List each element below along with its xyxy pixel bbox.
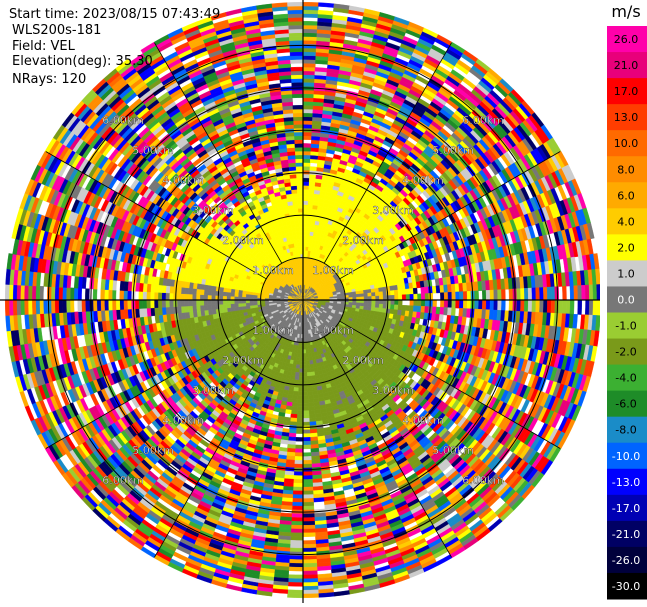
azimuth-spoke — [323, 42, 452, 264]
range-ring-label: 1.00km — [252, 324, 294, 337]
colorbar-tick-label: 21.0 — [614, 59, 639, 72]
range-ring-label: 6.00km — [102, 114, 144, 127]
range-ring-label: 2.00km — [222, 234, 264, 247]
azimuth-spoke — [45, 320, 267, 449]
range-ring-label: 1.00km — [312, 264, 354, 277]
colorbar-swatch — [607, 442, 647, 470]
range-ring-label: 3.00km — [192, 204, 234, 217]
colorbar-tick-label: -10.0 — [612, 450, 640, 463]
colorbar-tick-label: 2.0 — [617, 241, 635, 254]
colorbar-tick-label: -21.0 — [612, 528, 640, 541]
azimuth-spoke — [339, 151, 561, 280]
colorbar-swatch — [607, 104, 647, 131]
colorbar-swatch — [607, 182, 647, 209]
colorbar-swatch — [607, 546, 647, 574]
colorbar-tick-label: 4.0 — [617, 215, 635, 228]
colorbar-tick-label: 6.0 — [617, 189, 635, 202]
colorbar-tick-label: -17.0 — [612, 502, 640, 515]
azimuth-spoke — [339, 320, 561, 449]
range-ring-labels: 1.00km 1.00km 1.00km 1.00km 2.00km 2.00km 2.00… — [102, 114, 504, 487]
colorbar-swatch — [607, 520, 647, 548]
range-ring-label: 1.00km — [252, 264, 294, 277]
colorbar-swatch — [607, 572, 647, 600]
colorbar-swatch — [607, 208, 647, 235]
azimuth-spoke — [154, 336, 283, 558]
colorbar-unit-label: m/s — [611, 2, 640, 21]
colorbar-tick-labels: 26.0 21.0 17.0 13.0 10.0 8.0 6.0 4.0 2.0 1.0 0.0 -1… — [612, 33, 640, 593]
colorbar-tick-label: -26.0 — [612, 554, 640, 567]
range-ring-label: 5.00km — [432, 144, 474, 157]
colorbar-swatch — [607, 130, 647, 157]
colorbar-tick-label: 0.0 — [617, 293, 635, 306]
colorbar-swatch — [607, 312, 647, 340]
range-ring-label: 4.00km — [402, 414, 444, 427]
range-ring-label: 2.00km — [222, 354, 264, 367]
colorbar-swatch — [607, 156, 647, 183]
elevation-label: Elevation(deg): 35.30 — [12, 54, 153, 69]
range-ring-label: 5.00km — [132, 144, 174, 157]
colorbar-tick-label: -2.0 — [615, 346, 636, 359]
colorbar-tick-label: -13.0 — [612, 476, 640, 489]
colorbar-swatch — [607, 286, 647, 313]
colorbar-tick-label: 13.0 — [614, 111, 639, 124]
azimuth-spoke — [323, 336, 452, 558]
colorbar-tick-label: -30.0 — [612, 580, 640, 593]
azimuth-spoke — [154, 42, 283, 264]
field-label: Field: VEL — [12, 39, 75, 54]
range-ring-label: 3.00km — [192, 384, 234, 397]
nrays-label: NRays: 120 — [12, 72, 87, 87]
colorbar-tick-label: -8.0 — [615, 424, 636, 437]
colorbar-swatch — [607, 390, 647, 418]
range-ring-label: 6.00km — [102, 474, 144, 487]
range-ring-label: 5.00km — [432, 444, 474, 457]
colorbar-swatch — [607, 494, 647, 522]
velocity-colorbar: m/s 26.0 21.0 17.0 13.0 10.0 8.0 6.0 4.0 2.0 1.0 0… — [607, 2, 647, 600]
site-label: WLS200s-181 — [12, 23, 102, 38]
colorbar-tick-label: 10.0 — [614, 137, 639, 150]
colorbar-tick-label: 17.0 — [614, 85, 639, 98]
range-ring-label: 1.00km — [312, 324, 354, 337]
colorbar-tick-label: -1.0 — [615, 320, 636, 333]
colorbar-swatch — [607, 26, 647, 53]
range-ring-label: 4.00km — [162, 174, 204, 187]
colorbar-swatch — [607, 338, 647, 366]
range-ring-label: 2.00km — [342, 234, 384, 247]
range-ring-label: 3.00km — [372, 384, 414, 397]
colorbar-tick-label: -6.0 — [615, 398, 636, 411]
range-ring-label: 2.00km — [342, 354, 384, 367]
colorbar-swatch — [607, 234, 647, 261]
colorbar-swatch — [607, 52, 647, 79]
start-time-label: Start time: 2023/08/15 07:43:49 — [9, 7, 221, 22]
range-ring-label: 3.00km — [372, 204, 414, 217]
colorbar-tick-label: -4.0 — [615, 372, 636, 385]
range-ring-label: 6.00km — [462, 474, 504, 487]
ppi-velocity-plot: 1.00km 1.00km 1.00km 1.00km 2.00km 2.00km 2.00… — [0, 0, 600, 603]
colorbar-swatch — [607, 78, 647, 105]
range-ring-label: 4.00km — [402, 174, 444, 187]
azimuth-spokes — [0, 0, 600, 603]
azimuth-spoke — [45, 151, 267, 280]
colorbar-swatch — [607, 260, 647, 287]
range-ring-label: 4.00km — [162, 414, 204, 427]
colorbar-swatch — [607, 416, 647, 444]
colorbar-swatches — [607, 26, 647, 600]
range-ring-label: 5.00km — [132, 444, 174, 457]
colorbar-tick-label: 1.0 — [617, 267, 635, 280]
colorbar-swatch — [607, 468, 647, 496]
range-ring-label: 6.00km — [462, 114, 504, 127]
colorbar-tick-label: 26.0 — [614, 33, 639, 46]
colorbar-tick-label: 8.0 — [617, 163, 635, 176]
colorbar-swatch — [607, 364, 647, 392]
